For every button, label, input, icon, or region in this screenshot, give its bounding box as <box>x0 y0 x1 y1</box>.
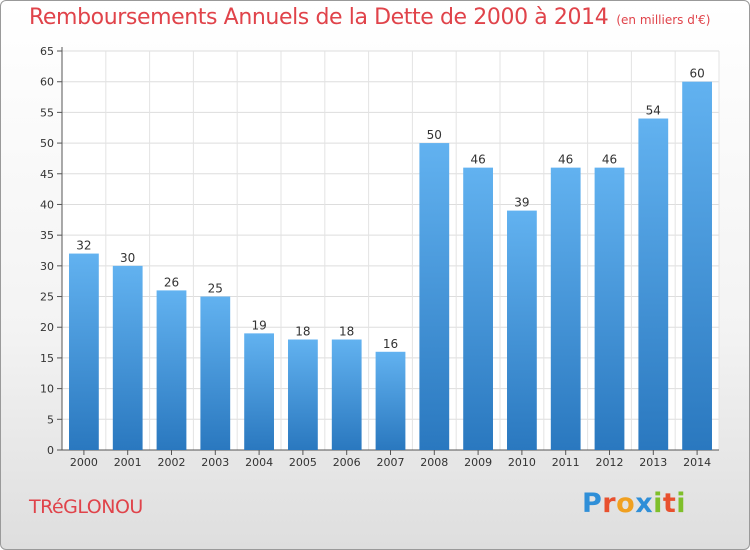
x-tick-label: 2011 <box>552 456 580 469</box>
x-tick-label: 2010 <box>508 456 536 469</box>
logo-letter: i <box>653 488 663 519</box>
bar-2003[interactable] <box>200 296 231 450</box>
value-label: 39 <box>514 196 529 210</box>
value-label: 50 <box>427 128 442 142</box>
bar-2008[interactable] <box>419 143 450 451</box>
value-label: 18 <box>295 325 310 339</box>
x-tick-label: 2004 <box>245 456 273 469</box>
x-tick-label: 2000 <box>70 456 98 469</box>
x-tick-label: 2006 <box>333 456 361 469</box>
y-tick-label: 55 <box>40 106 54 119</box>
bar-2005[interactable] <box>288 339 318 450</box>
chart-header: Remboursements Annuels de la Dette de 20… <box>29 5 710 30</box>
y-tick-label: 10 <box>40 383 54 396</box>
value-label: 54 <box>646 104 661 118</box>
logo-letter: i <box>676 488 687 519</box>
x-tick-label: 2008 <box>420 456 448 469</box>
y-tick-label: 20 <box>40 321 54 334</box>
y-tick-label: 0 <box>47 444 54 457</box>
x-tick-label: 2012 <box>596 456 624 469</box>
data-labels: 2000 32 2001 30 2002 26 2003 25 2004 19 2005 18 2006… <box>70 67 711 469</box>
value-label: 46 <box>470 153 485 167</box>
bar-2000[interactable] <box>69 253 99 450</box>
x-tick-label: 2002 <box>158 456 186 469</box>
y-tick-label: 65 <box>40 45 54 58</box>
value-label: 26 <box>164 275 179 289</box>
logo-letter: o <box>616 488 636 519</box>
y-tick-label: 15 <box>40 352 54 365</box>
logo-letter: t <box>662 488 677 519</box>
logo-letter: P <box>582 488 603 519</box>
value-label: 19 <box>251 318 266 332</box>
bar-2011[interactable] <box>550 167 581 450</box>
value-label: 30 <box>120 251 135 265</box>
bar-2004[interactable] <box>244 333 274 450</box>
x-tick-label: 2001 <box>114 456 142 469</box>
bar-2001[interactable] <box>112 265 143 450</box>
y-tick-label: 40 <box>40 198 54 211</box>
logo-letter: r <box>602 488 617 519</box>
proxiti-logo[interactable]: Proxiti <box>582 488 686 519</box>
value-label: 46 <box>602 153 617 167</box>
y-tick-label: 25 <box>40 291 54 304</box>
value-label: 46 <box>558 153 573 167</box>
bar-2007[interactable] <box>375 351 406 450</box>
x-tick-label: 2009 <box>464 456 492 469</box>
x-tick-label: 2005 <box>289 456 317 469</box>
value-label: 60 <box>689 67 704 81</box>
x-tick-label: 2003 <box>201 456 229 469</box>
bar-2013[interactable] <box>638 118 669 451</box>
x-tick-label: 2014 <box>683 456 711 469</box>
y-tick-label: 50 <box>40 137 54 150</box>
chart-subtitle: (en milliers d'€) <box>616 13 711 27</box>
value-label: 16 <box>383 337 398 351</box>
chart-title: Remboursements Annuels de la Dette de 20… <box>29 5 609 30</box>
bar-2002[interactable] <box>156 290 187 450</box>
bar-2009[interactable] <box>463 167 493 450</box>
bars <box>69 81 712 451</box>
y-tick-label: 35 <box>40 229 54 242</box>
value-label: 25 <box>208 282 223 296</box>
bar-2012[interactable] <box>594 167 625 450</box>
y-tick-label: 45 <box>40 168 54 181</box>
y-tick-label: 5 <box>47 413 54 426</box>
commune-name: TRéGLONOU <box>29 496 143 518</box>
value-label: 32 <box>76 239 91 253</box>
logo-letter: x <box>635 488 654 519</box>
y-tick-label: 60 <box>40 76 54 89</box>
bar-2006[interactable] <box>331 339 362 450</box>
y-tick-label: 30 <box>40 260 54 273</box>
bar-2014[interactable] <box>682 81 712 450</box>
value-label: 18 <box>339 325 354 339</box>
x-tick-label: 2013 <box>639 456 667 469</box>
bar-2010[interactable] <box>507 210 537 450</box>
x-tick-label: 2007 <box>377 456 405 469</box>
